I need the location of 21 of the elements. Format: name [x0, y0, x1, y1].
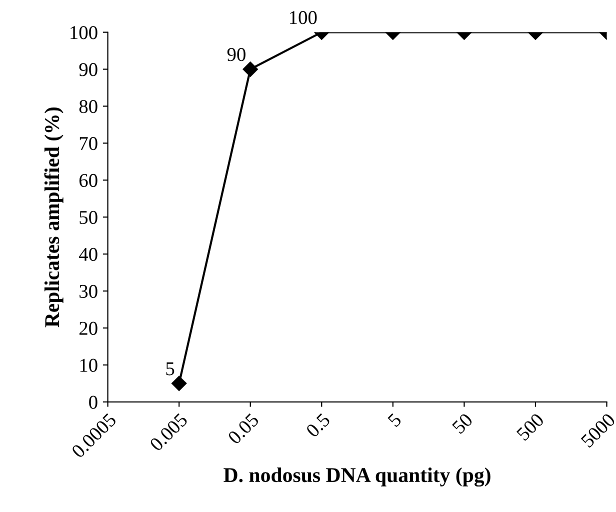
x-tick-label: 0.05 [227, 412, 260, 445]
y-tick-label: 50 [80, 210, 98, 224]
x-tick-label: 500 [516, 412, 545, 442]
y-tick-label: 100 [70, 26, 98, 40]
x-tick-label: 50 [452, 412, 474, 434]
y-tick-label: 90 [79, 63, 98, 76]
data-label: 5 [166, 362, 174, 376]
x-tick-label: 0.5 [305, 412, 331, 438]
y-axis-title: Replicates amplified (%) [44, 107, 64, 328]
y-tick-label: 10 [80, 358, 98, 372]
x-axis-title: D. nodosus DNA quantity (pg) [224, 467, 490, 487]
y-tick-label: 60 [79, 174, 98, 188]
y-tick-label: 20 [79, 322, 98, 335]
y-tick-label: 80 [79, 100, 98, 114]
data-label: 90 [227, 48, 246, 62]
y-tick-label: 0 [89, 396, 98, 409]
y-tick-label: 70 [80, 136, 98, 150]
data-label: 100 [290, 11, 317, 24]
x-tick-label: 5 [387, 412, 402, 428]
y-tick-label: 30 [80, 284, 98, 298]
y-tick-label: 40 [79, 248, 98, 261]
